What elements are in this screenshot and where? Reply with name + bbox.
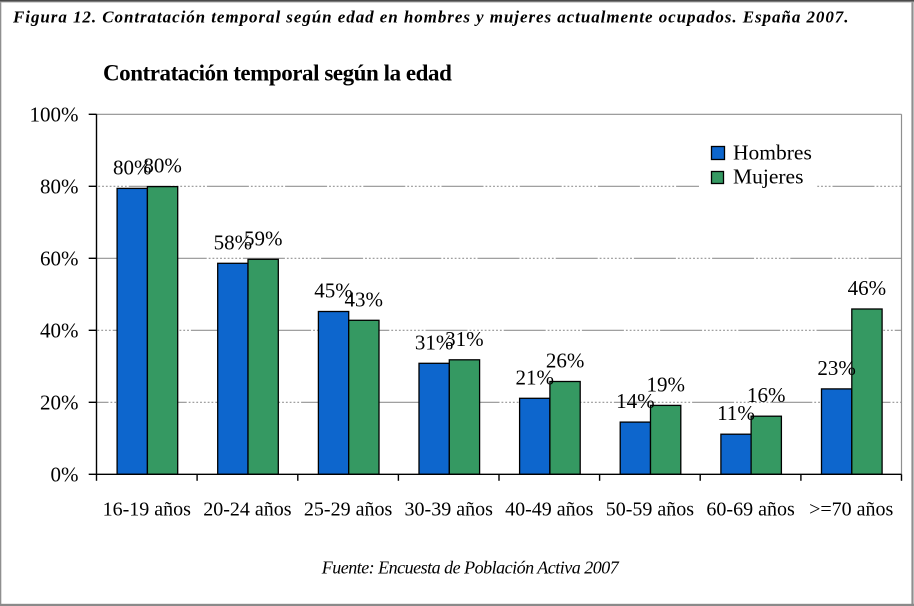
svg-text:19%: 19% [646, 372, 685, 396]
svg-text:16%: 16% [747, 383, 786, 407]
svg-text:31%: 31% [445, 327, 484, 351]
svg-text:21%: 21% [516, 365, 555, 389]
svg-text:59%: 59% [244, 226, 283, 250]
svg-text:11%: 11% [717, 401, 755, 425]
svg-text:58%: 58% [214, 230, 253, 254]
svg-text:100%: 100% [30, 103, 79, 127]
svg-text:30-39 años: 30-39 años [405, 499, 494, 521]
svg-text:80%: 80% [40, 175, 79, 199]
svg-text:50-59 años: 50-59 años [606, 499, 695, 521]
svg-text:25-29 años: 25-29 años [304, 499, 393, 521]
svg-text:31%: 31% [415, 330, 454, 354]
svg-text:Fuente: Encuesta de Población: Fuente: Encuesta de Población Activa 200… [321, 558, 620, 578]
svg-text:Hombres: Hombres [733, 140, 812, 164]
svg-text:14%: 14% [616, 389, 655, 413]
svg-text:0%: 0% [51, 463, 79, 487]
svg-text:43%: 43% [345, 287, 384, 311]
svg-text:60-69 años: 60-69 años [706, 499, 795, 521]
svg-text:60%: 60% [40, 247, 79, 271]
svg-text:45%: 45% [314, 279, 353, 303]
svg-text:80%: 80% [113, 155, 152, 179]
svg-text:Contratación temporal según la: Contratación temporal según la edad [103, 61, 452, 86]
svg-text:16-19 años: 16-19 años [103, 499, 192, 521]
svg-text:Figura 12. Contratación tempor: Figura 12. Contratación temporal según e… [12, 7, 849, 26]
svg-text:80%: 80% [143, 154, 182, 178]
svg-text:20%: 20% [40, 391, 79, 415]
svg-text:>=70 años: >=70 años [809, 499, 893, 521]
svg-text:Mujeres: Mujeres [733, 164, 803, 188]
svg-text:26%: 26% [546, 349, 585, 373]
svg-text:20-24 años: 20-24 años [203, 499, 292, 521]
svg-text:40-49 años: 40-49 años [505, 499, 594, 521]
svg-text:46%: 46% [848, 276, 887, 300]
svg-text:40%: 40% [40, 319, 79, 343]
svg-text:23%: 23% [817, 356, 856, 380]
